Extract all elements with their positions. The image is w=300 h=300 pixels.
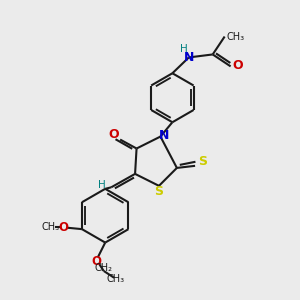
Text: S: S — [198, 155, 207, 168]
Text: CH₃: CH₃ — [41, 222, 60, 232]
Text: N: N — [159, 129, 169, 142]
Text: O: O — [91, 255, 101, 268]
Text: S: S — [154, 185, 164, 198]
Text: H: H — [180, 44, 187, 53]
Text: H: H — [98, 180, 106, 190]
Text: O: O — [58, 220, 68, 233]
Text: CH₃: CH₃ — [226, 32, 244, 41]
Text: O: O — [232, 59, 243, 72]
Text: O: O — [108, 128, 119, 141]
Text: CH₃: CH₃ — [106, 274, 125, 284]
Text: CH₂: CH₂ — [95, 263, 113, 273]
Text: N: N — [184, 51, 194, 64]
